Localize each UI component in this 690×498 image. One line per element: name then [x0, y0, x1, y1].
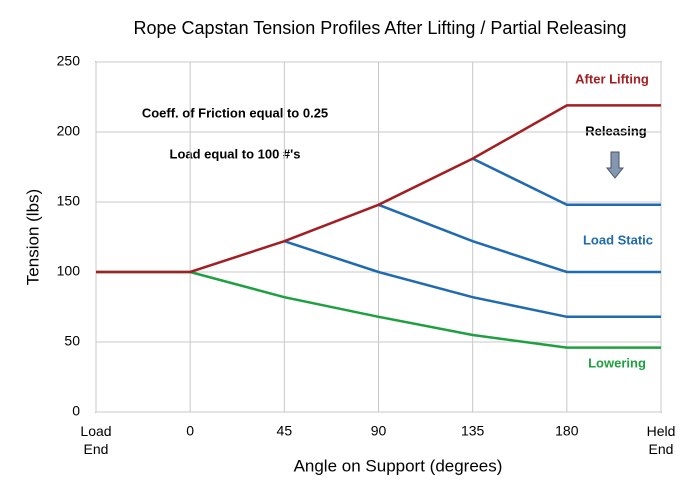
y-tick-label: 100	[57, 263, 81, 279]
x-axis-label: Angle on Support (degrees)	[294, 456, 503, 475]
y-tick-label: 250	[57, 53, 81, 69]
down-arrow-icon	[605, 151, 625, 179]
x-tick-label: 45	[277, 423, 293, 439]
series-line	[96, 104, 661, 274]
x-tick-label: Held End	[647, 423, 676, 457]
x-tick-label: Load End	[80, 423, 111, 457]
chart-title: Rope Capstan Tension Profiles After Lift…	[134, 18, 627, 38]
annotation: Coeff. of Friction equal to 0.25	[142, 105, 328, 120]
y-tick-label: 150	[57, 193, 81, 209]
series-line	[472, 157, 661, 207]
series-label: Lowering	[588, 355, 646, 370]
x-tick-label: 135	[461, 423, 485, 439]
series-label: After Lifting	[575, 71, 649, 86]
x-tick-label: 180	[555, 423, 579, 439]
series-line	[283, 240, 661, 319]
series-label: Load Static	[583, 232, 653, 247]
annotation: Load equal to 100 #'s	[170, 146, 301, 161]
annotation: Releasing	[585, 123, 646, 138]
y-tick-label: 50	[64, 333, 80, 349]
y-axis-label: Tension (lbs)	[23, 189, 42, 285]
y-tick-label: 200	[57, 123, 81, 139]
x-tick-label: 0	[186, 423, 194, 439]
x-tick-label: 90	[371, 423, 387, 439]
series-line	[378, 203, 661, 274]
y-tick-label: 0	[72, 403, 80, 419]
